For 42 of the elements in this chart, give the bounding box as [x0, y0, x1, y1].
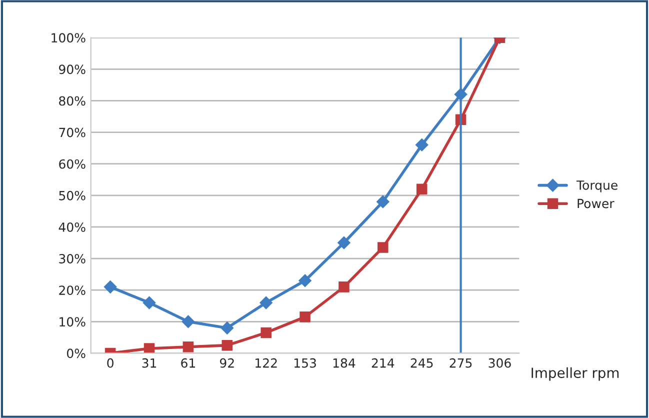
x-tick-label: 184 — [333, 358, 356, 368]
point — [415, 138, 428, 152]
x-tick-label: 275 — [450, 358, 472, 368]
x-tick-label: 61 — [181, 358, 196, 368]
point — [260, 327, 272, 338]
point — [378, 242, 388, 253]
y-tick-label: 50% — [59, 190, 86, 200]
point — [182, 315, 195, 328]
point — [222, 340, 233, 351]
point — [376, 195, 390, 208]
x-tick-label: 122 — [256, 358, 277, 368]
legend-label: Torque — [576, 180, 618, 192]
y-tick-label: 40% — [58, 222, 86, 232]
y-tick-label: 10% — [60, 317, 86, 327]
y-tick-label: 60% — [59, 159, 86, 169]
point — [338, 236, 350, 250]
point — [144, 343, 155, 354]
x-tick-label: 31 — [142, 358, 156, 368]
point — [220, 322, 234, 334]
y-tick-label: 90% — [59, 64, 86, 74]
x-tick-label: 0 — [107, 358, 114, 368]
point — [338, 282, 350, 292]
x-tick-label: 214 — [372, 358, 394, 368]
x-axis-title: Impeller rpm — [532, 367, 619, 381]
y-tick-label: 100% — [52, 33, 86, 43]
x-tick-label: 245 — [410, 358, 433, 368]
y-tick-label: 80% — [59, 96, 86, 106]
x-tick-label: 153 — [294, 358, 316, 368]
y-tick-label: 70% — [59, 128, 86, 138]
y-tick-label: 20% — [59, 286, 86, 296]
point — [142, 296, 156, 310]
point — [298, 274, 312, 288]
x-tick-label: 306 — [488, 358, 511, 368]
y-tick-label: 0% — [66, 348, 86, 358]
legend-label: Power — [578, 198, 614, 208]
point — [300, 312, 310, 322]
point — [104, 280, 117, 294]
y-tick-label: 30% — [59, 254, 86, 264]
point — [182, 342, 194, 352]
x-tick-label: 92 — [220, 358, 234, 368]
point — [416, 184, 428, 194]
point — [260, 296, 273, 310]
